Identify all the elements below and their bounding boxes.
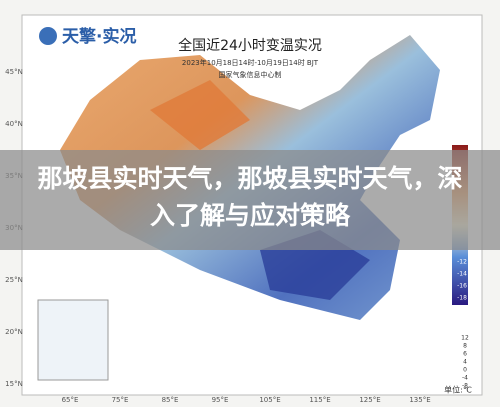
colorbar-label: -18 <box>457 295 467 302</box>
logo-icon <box>39 27 57 45</box>
colorbar-labels: -12 -14 -16 -18 -20 <box>457 259 467 314</box>
legend-label: 4 <box>463 359 467 366</box>
lon-label: 65°E <box>62 396 79 404</box>
legend-label: 6 <box>463 351 467 358</box>
colorbar-label: -16 <box>457 283 467 290</box>
banner-box: 那坡县实时天气，那坡县实时天气，深入了解与应对策略 <box>37 164 463 230</box>
colorbar-label: -12 <box>457 259 467 266</box>
lon-label: 95°E <box>212 396 229 404</box>
legend-label: 0 <box>463 367 467 374</box>
lat-label: 40°N <box>5 120 23 128</box>
logo: 天擎·实况 <box>62 26 136 47</box>
map-source: 国家气象信息中心制 <box>219 70 282 79</box>
legend-label: 12 <box>461 335 469 342</box>
lon-labels: 65°E 75°E 85°E 95°E 105°E 115°E 125°E 135°E <box>62 396 431 404</box>
lat-label: 15°N <box>5 380 23 388</box>
lat-label: 45°N <box>5 68 23 76</box>
banner-background <box>0 150 500 250</box>
lon-label: 125°E <box>359 396 380 404</box>
inset-map <box>37 299 109 381</box>
map-warm-zone <box>150 80 250 150</box>
lon-label: 135°E <box>409 396 430 404</box>
map-subtitle: 2023年10月18日14时-10月19日14时 BJT <box>182 58 319 67</box>
legend-label: 8 <box>463 343 467 350</box>
lat-label: 25°N <box>5 276 23 284</box>
lon-label: 115°E <box>309 396 330 404</box>
legend-label: -4 <box>462 375 468 382</box>
legend-label: -8 <box>462 383 468 390</box>
colorbar-label: -20 <box>457 307 467 314</box>
lon-label: 75°E <box>112 396 129 404</box>
banner: 那坡县实时天气，那坡县实时天气，深入了解与应对策略 <box>37 164 463 230</box>
lon-label: 105°E <box>259 396 280 404</box>
lon-label: 85°E <box>162 396 179 404</box>
colorbar-label: -14 <box>457 271 467 278</box>
unit: 单位:℃ <box>444 385 472 395</box>
lat-label: 20°N <box>5 328 23 336</box>
map-title: 全国近24小时变温实况 <box>178 37 322 54</box>
